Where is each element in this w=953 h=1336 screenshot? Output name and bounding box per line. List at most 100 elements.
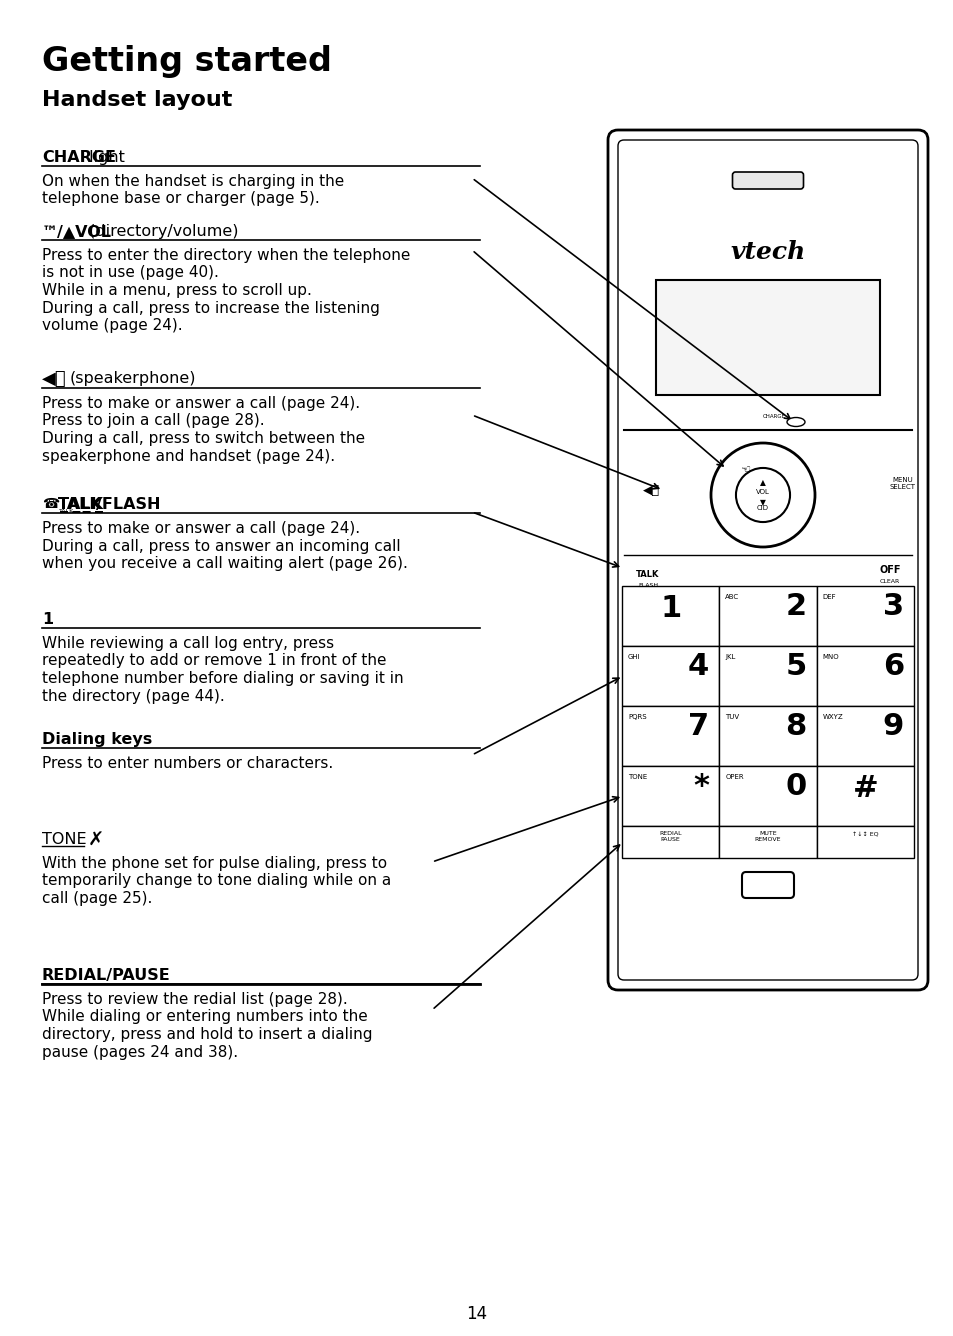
Text: During a call, press to switch between the: During a call, press to switch between t… [42,432,365,446]
Bar [816,766,913,826]
Text: pause (pages 24 and 38).: pause (pages 24 and 38). [42,1045,238,1059]
Text: TALK: TALK [58,497,103,512]
Text: ☎: ☎ [42,497,59,510]
Text: 6: 6 [882,652,903,681]
Text: TONE: TONE [42,832,87,847]
Bar [621,647,719,705]
Text: telephone base or charger (page 5).: telephone base or charger (page 5). [42,191,319,207]
Text: VOL: VOL [756,489,769,496]
Text: TUV: TUV [724,713,739,720]
Text: ↑↓↕ EQ: ↑↓↕ EQ [851,831,878,836]
Text: MNO: MNO [821,655,839,660]
Bar [621,826,719,858]
Text: ☜: ☜ [740,465,750,476]
Text: JKL: JKL [724,655,735,660]
Text: With the phone set for pulse dialing, press to: With the phone set for pulse dialing, pr… [42,856,387,871]
Text: /FLASH: /FLASH [96,497,160,512]
Text: T̲A̲L̲K̲: T̲A̲L̲K̲ [58,497,104,513]
Text: ABC: ABC [724,595,739,600]
Text: While dialing or entering numbers into the: While dialing or entering numbers into t… [42,1010,367,1025]
Text: REDIAL/PAUSE: REDIAL/PAUSE [42,969,171,983]
Bar [816,647,913,705]
Text: REDIAL
PAUSE: REDIAL PAUSE [659,831,681,842]
Text: speakerphone and handset (page 24).: speakerphone and handset (page 24). [42,449,335,464]
Bar [719,826,816,858]
Text: (directory/volume): (directory/volume) [84,224,238,239]
Text: WXYZ: WXYZ [821,713,842,720]
Text: Press to make or answer a call (page 24).: Press to make or answer a call (page 24)… [42,521,359,536]
Ellipse shape [786,417,804,426]
Text: While in a menu, press to scroll up.: While in a menu, press to scroll up. [42,283,312,298]
Text: 7: 7 [687,712,709,741]
Text: call (page 25).: call (page 25). [42,891,152,906]
Text: *: * [693,772,709,802]
Text: volume (page 24).: volume (page 24). [42,318,182,333]
FancyBboxPatch shape [732,172,802,188]
Text: DEF: DEF [821,595,836,600]
Text: CHARGE: CHARGE [762,414,785,420]
Text: PQRS: PQRS [627,713,646,720]
Text: Press to join a call (page 28).: Press to join a call (page 28). [42,414,264,429]
Text: Press to make or answer a call (page 24).: Press to make or answer a call (page 24)… [42,395,359,411]
Text: (speakerphone): (speakerphone) [70,371,196,386]
Bar [719,766,816,826]
Bar [656,281,879,395]
Text: ▼: ▼ [760,498,765,506]
Text: TONE: TONE [627,774,646,780]
Text: temporarily change to tone dialing while on a: temporarily change to tone dialing while… [42,874,391,888]
Bar [621,587,719,647]
Text: repeatedly to add or remove 1 in front of the: repeatedly to add or remove 1 in front o… [42,653,386,668]
Bar [719,705,816,766]
Text: light: light [84,150,125,166]
Text: ◀⦳: ◀⦳ [42,370,67,387]
Text: 5: 5 [784,652,806,681]
Text: Handset layout: Handset layout [42,90,233,110]
Text: While reviewing a call log entry, press: While reviewing a call log entry, press [42,636,334,651]
Text: Press to enter the directory when the telephone: Press to enter the directory when the te… [42,248,410,263]
Text: telephone number before dialing or saving it in: telephone number before dialing or savin… [42,671,403,685]
Bar [719,647,816,705]
Text: CHARGE: CHARGE [42,150,116,166]
Bar [816,826,913,858]
Text: CID: CID [757,505,768,510]
Text: 14: 14 [466,1305,487,1323]
Text: During a call, press to increase the listening: During a call, press to increase the lis… [42,301,379,315]
Text: Press to enter numbers or characters.: Press to enter numbers or characters. [42,756,333,771]
Text: Getting started: Getting started [42,45,332,77]
Bar [816,587,913,647]
Text: 8: 8 [784,712,806,741]
Text: TALK: TALK [636,570,659,578]
Text: MENU
SELECT: MENU SELECT [889,477,915,490]
Text: ◀⦳: ◀⦳ [642,484,659,497]
Text: directory, press and hold to insert a dialing: directory, press and hold to insert a di… [42,1027,372,1042]
Bar [816,705,913,766]
Text: ™/▲VOL: ™/▲VOL [42,224,112,239]
Text: Dialing keys: Dialing keys [42,732,152,747]
FancyBboxPatch shape [607,130,927,990]
FancyBboxPatch shape [618,140,917,981]
Bar [621,766,719,826]
Text: TALK: TALK [59,509,74,514]
Text: 3: 3 [882,592,903,621]
Text: #: # [852,774,878,803]
Text: the directory (page 44).: the directory (page 44). [42,688,225,704]
Text: OPER: OPER [724,774,743,780]
Text: On when the handset is charging in the: On when the handset is charging in the [42,174,344,188]
FancyBboxPatch shape [741,872,793,898]
Text: 1: 1 [659,595,680,623]
Bar [621,705,719,766]
Text: ▲: ▲ [760,478,765,488]
Text: when you receive a call waiting alert (page 26).: when you receive a call waiting alert (p… [42,556,408,570]
Text: 1: 1 [42,612,53,627]
Text: OFF: OFF [879,565,900,574]
Text: is not in use (page 40).: is not in use (page 40). [42,266,218,281]
Text: vtech: vtech [730,240,804,265]
Text: ✗: ✗ [88,831,104,850]
Text: 0: 0 [784,772,806,802]
Text: FLASH: FLASH [638,582,658,588]
Bar [719,587,816,647]
Text: 2: 2 [784,592,806,621]
Text: GHI: GHI [627,655,640,660]
Text: Press to review the redial list (page 28).: Press to review the redial list (page 28… [42,993,348,1007]
Text: 9: 9 [882,712,903,741]
